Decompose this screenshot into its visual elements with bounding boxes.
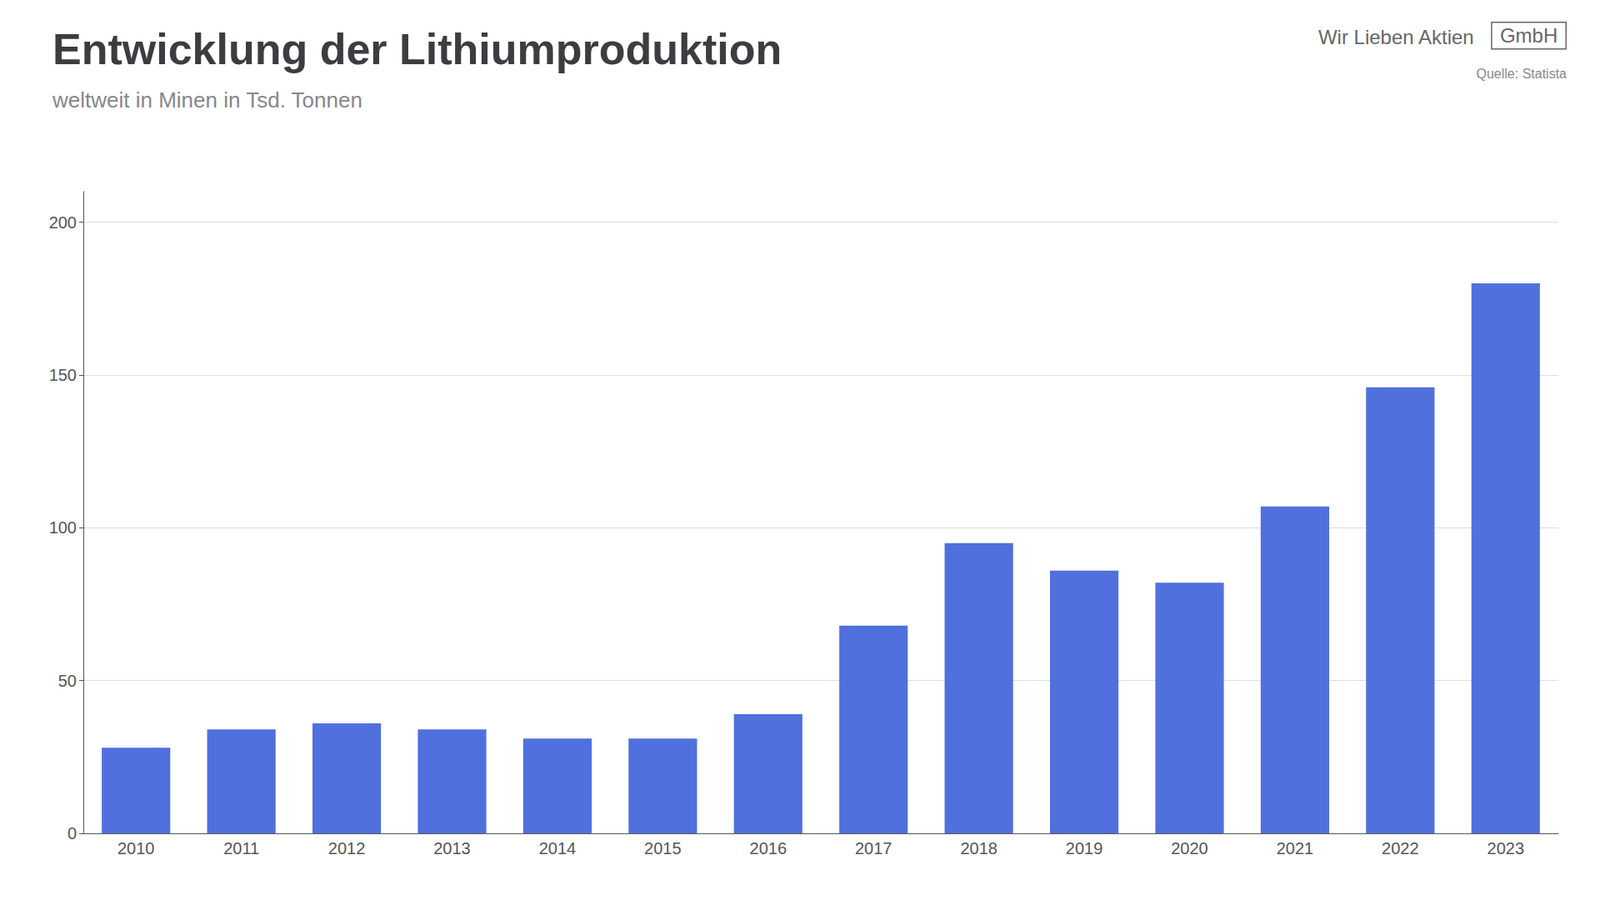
svg-text:100: 100 bbox=[49, 518, 77, 537]
svg-text:2012: 2012 bbox=[328, 839, 366, 858]
svg-text:2010: 2010 bbox=[117, 839, 155, 858]
svg-text:2015: 2015 bbox=[644, 839, 682, 858]
svg-text:2011: 2011 bbox=[223, 839, 260, 858]
svg-text:Quelle: Statista: Quelle: Statista bbox=[1476, 66, 1568, 81]
svg-text:2014: 2014 bbox=[539, 839, 577, 858]
svg-text:200: 200 bbox=[49, 213, 77, 232]
svg-text:2023: 2023 bbox=[1487, 839, 1525, 858]
svg-text:2018: 2018 bbox=[960, 839, 998, 858]
svg-text:2013: 2013 bbox=[433, 839, 471, 858]
svg-text:0: 0 bbox=[67, 824, 77, 843]
svg-text:50: 50 bbox=[58, 671, 77, 690]
svg-text:2017: 2017 bbox=[855, 839, 893, 858]
svg-text:GmbH: GmbH bbox=[1500, 24, 1558, 47]
svg-text:Wir Lieben Aktien: Wir Lieben Aktien bbox=[1318, 25, 1475, 49]
svg-text:2016: 2016 bbox=[750, 839, 788, 858]
svg-text:150: 150 bbox=[49, 365, 77, 385]
svg-text:weltweit in Minen in Tsd. Tonn: weltweit in Minen in Tsd. Tonnen bbox=[51, 87, 363, 113]
svg-text:2020: 2020 bbox=[1170, 839, 1209, 858]
svg-text:2021: 2021 bbox=[1276, 839, 1315, 858]
svg-text:2022: 2022 bbox=[1381, 839, 1420, 858]
svg-text:2019: 2019 bbox=[1065, 839, 1104, 858]
svg-text:Entwicklung der Lithiumprodukt: Entwicklung der Lithiumproduktion bbox=[52, 25, 782, 74]
